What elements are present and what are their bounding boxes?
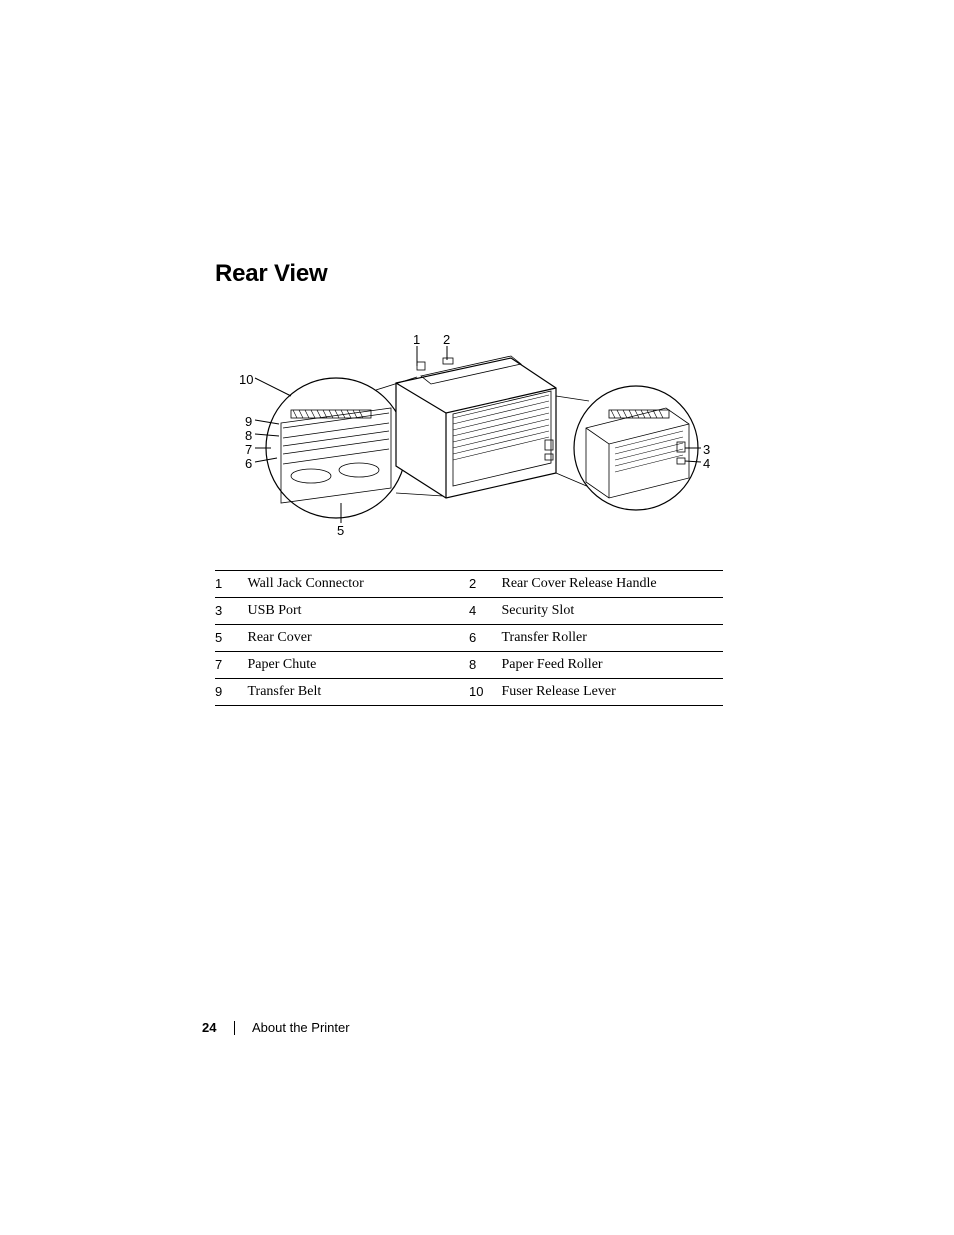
callout-3: 3 [703,442,710,457]
part-num: 2 [469,571,502,598]
part-num: 3 [215,598,248,625]
table-row: 1 Wall Jack Connector 2 Rear Cover Relea… [215,571,723,598]
part-num: 4 [469,598,502,625]
printer-svg [221,328,711,536]
part-label: Transfer Belt [248,679,469,706]
page-footer: 24 About the Printer [202,1020,350,1035]
callout-5: 5 [337,523,344,538]
part-label: USB Port [248,598,469,625]
part-num: 9 [215,679,248,706]
page-number: 24 [202,1020,216,1035]
table-row: 9 Transfer Belt 10 Fuser Release Lever [215,679,723,706]
table-row: 5 Rear Cover 6 Transfer Roller [215,625,723,652]
part-label: Paper Chute [248,652,469,679]
table-row: 7 Paper Chute 8 Paper Feed Roller [215,652,723,679]
part-label: Security Slot [501,598,723,625]
callout-9: 9 [245,414,252,429]
callout-10: 10 [239,372,253,387]
part-num: 8 [469,652,502,679]
parts-table: 1 Wall Jack Connector 2 Rear Cover Relea… [215,570,723,706]
table-row: 3 USB Port 4 Security Slot [215,598,723,625]
callout-6: 6 [245,456,252,471]
footer-divider [234,1021,235,1035]
part-num: 6 [469,625,502,652]
callout-2: 2 [443,332,450,347]
callout-4: 4 [703,456,710,471]
part-label: Rear Cover [248,625,469,652]
section-heading: Rear View [215,260,744,288]
part-label: Fuser Release Lever [501,679,723,706]
footer-section-title: About the Printer [252,1020,350,1035]
callout-1: 1 [413,332,420,347]
part-label: Paper Feed Roller [501,652,723,679]
callout-8: 8 [245,428,252,443]
callout-7: 7 [245,442,252,457]
part-num: 10 [469,679,502,706]
part-num: 5 [215,625,248,652]
part-label: Rear Cover Release Handle [501,571,723,598]
part-label: Wall Jack Connector [248,571,469,598]
part-label: Transfer Roller [501,625,723,652]
part-num: 1 [215,571,248,598]
part-num: 7 [215,652,248,679]
rear-view-diagram: 1 2 3 4 5 6 7 8 9 10 [221,328,711,536]
